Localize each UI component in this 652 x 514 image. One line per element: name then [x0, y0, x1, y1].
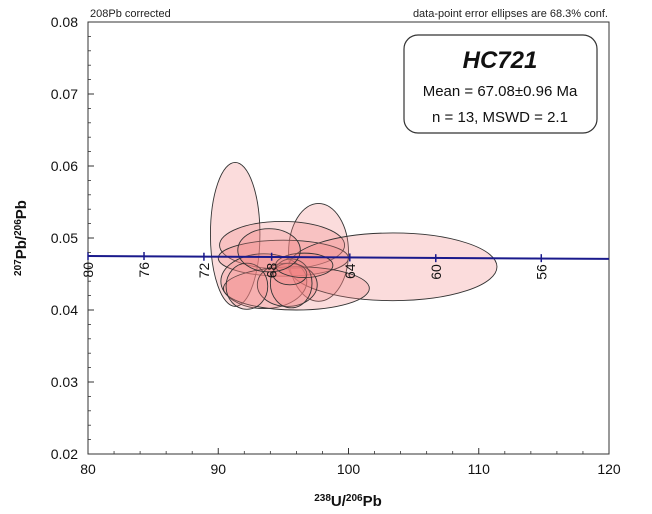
concordia-curve: 80 76 72 68 64 60 56 — [80, 252, 610, 280]
y-tick-label-0.05: 0.05 — [51, 230, 78, 246]
error-ellipse-10 — [272, 262, 308, 286]
x-tick-label-80: 80 — [80, 461, 96, 477]
error-ellipse-7 — [223, 266, 370, 311]
age-label-60: 60 — [428, 264, 444, 280]
info-box-frame — [403, 34, 598, 134]
age-label-68: 68 — [264, 263, 280, 279]
x-tick-label-110: 110 — [468, 461, 491, 477]
age-label-76: 76 — [136, 262, 152, 278]
age-label-72: 72 — [196, 263, 212, 279]
error-ellipse-1 — [209, 161, 261, 307]
error-ellipse-2 — [288, 202, 349, 302]
y-tick-label-0.04: 0.04 — [51, 302, 78, 318]
age-label-56: 56 — [533, 264, 549, 280]
axes: 80 90 100 110 120 0.02 0.03 0.04 0.05 0.06 0.07 0.0… — [51, 14, 621, 477]
x-tick-label-100: 100 — [337, 461, 361, 477]
error-ellipses — [209, 161, 498, 311]
correction-note: 208Pb corrected — [90, 8, 171, 20]
error-ellipse-6 — [220, 253, 308, 310]
error-ellipse-13 — [237, 228, 301, 273]
stats-line: n = 13, MSWD = 2.1 — [432, 109, 568, 126]
concordia-line — [87, 255, 610, 260]
y-tick-label-0.08: 0.08 — [51, 14, 78, 30]
y-axis-title: 207Pb/206Pb — [13, 200, 30, 276]
age-label-64: 64 — [342, 263, 358, 279]
error-ellipse-11 — [275, 252, 334, 279]
x-tick-label-120: 120 — [597, 461, 621, 477]
x-axis-title: 238U/206Pb — [314, 493, 382, 510]
sample-name: HC721 — [463, 47, 538, 74]
age-label-80: 80 — [80, 262, 96, 278]
mean-age: Mean = 67.08±0.96 Ma — [423, 83, 578, 100]
x-tick-label-90: 90 — [210, 461, 226, 477]
error-ellipse-12 — [225, 262, 269, 310]
error-ellipse-9 — [269, 258, 313, 309]
y-tick-label-0.06: 0.06 — [51, 158, 78, 174]
ellipse-confidence-note: data-point error ellipses are 68.3% conf… — [413, 8, 608, 20]
y-tick-label-0.03: 0.03 — [51, 374, 78, 390]
info-box: HC721 Mean = 67.08±0.96 Ma n = 13, MSWD … — [403, 34, 598, 134]
y-tick-label-0.02: 0.02 — [51, 446, 78, 462]
y-tick-label-0.07: 0.07 — [51, 86, 78, 102]
